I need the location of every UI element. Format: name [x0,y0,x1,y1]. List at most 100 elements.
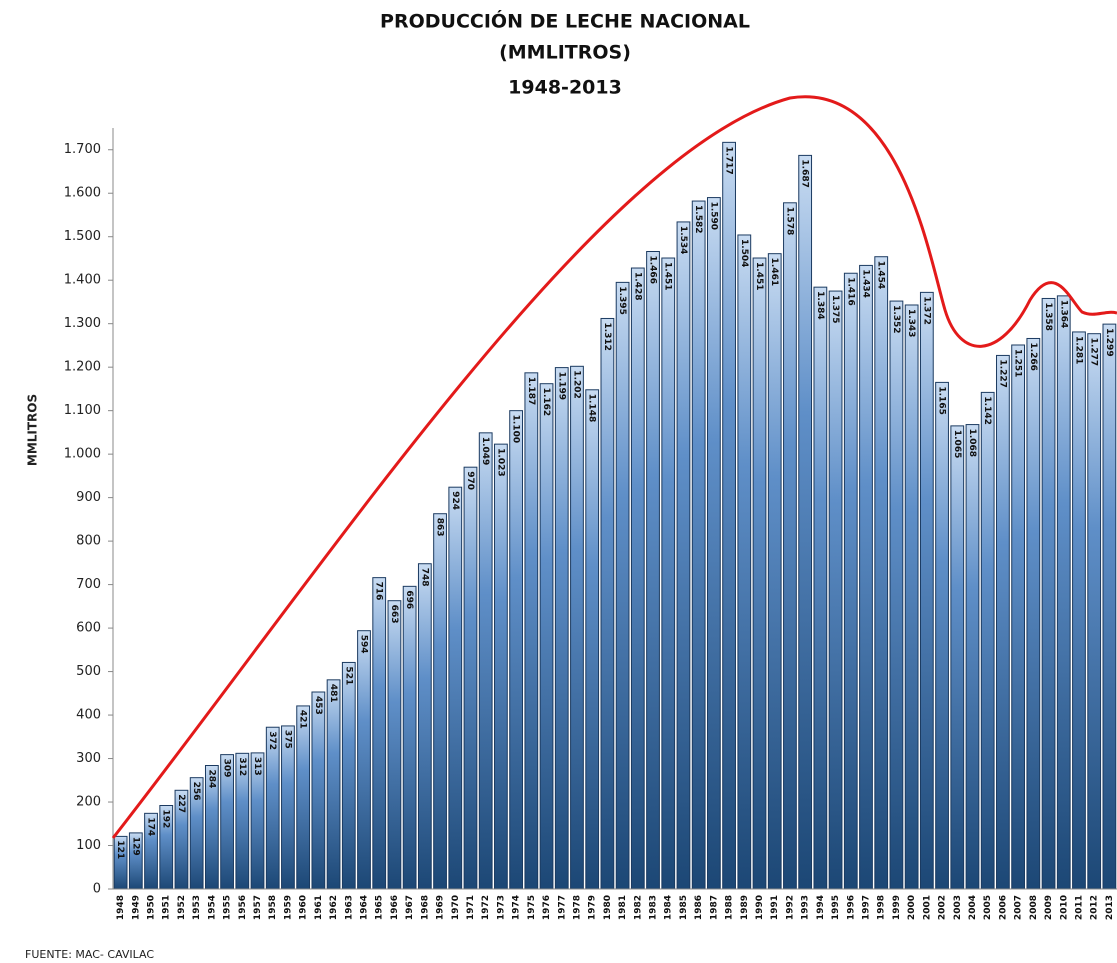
bar [585,389,600,890]
x-tick-label: 1976 [542,895,552,920]
value-label: 1.352 [891,305,901,333]
bar [1011,344,1026,890]
bar [646,250,660,890]
bar [783,202,797,890]
bar [570,365,584,890]
bar [661,257,676,890]
bar [904,304,919,890]
y-tick-label: 1.600 [64,186,101,201]
bar [357,630,371,890]
x-tick-label: 1970 [451,895,461,920]
bar [402,585,417,890]
bar [843,272,858,890]
value-label: 1.162 [541,388,551,416]
bar [372,577,387,890]
value-label: 1.100 [511,415,521,443]
x-tick-label: 2013 [1105,895,1115,920]
bar [433,513,447,890]
x-tick-label: 1988 [725,895,735,920]
bar [752,257,767,890]
value-label: 1.049 [480,437,490,465]
y-tick-label: 600 [76,621,101,636]
value-label: 696 [404,590,414,609]
value-label: 174 [146,817,156,836]
x-tick-label: 1985 [679,895,689,920]
x-tick-label: 2009 [1044,895,1054,920]
x-tick-label: 1983 [649,895,659,920]
x-tick-label: 1955 [223,895,233,920]
value-label: 663 [389,605,399,624]
value-label: 1.395 [617,286,627,314]
x-tick-label: 1998 [877,895,887,920]
x-tick-label: 1995 [831,895,841,920]
bar [767,253,782,890]
x-tick-label: 2007 [1014,895,1024,920]
y-tick-label: 1.700 [64,142,101,157]
x-tick-label: 1979 [588,895,598,920]
bar [311,691,326,890]
bar [813,286,828,890]
x-tick-label: 1982 [633,895,643,920]
x-tick-label: 1951 [162,895,172,920]
bar [798,154,813,890]
x-tick-label: 1972 [481,895,491,920]
value-label: 521 [343,666,353,685]
value-label: 1.165 [937,386,947,414]
x-tick-label: 1990 [755,895,765,920]
bar [980,391,995,890]
bar [387,600,402,890]
x-tick-label: 1965 [375,895,385,920]
y-tick-label: 500 [76,664,101,679]
value-label: 1.451 [663,262,673,290]
chart-subtitle: (MMLITROS) [499,42,631,64]
value-label: 1.578 [784,207,794,235]
bar [965,424,980,890]
value-label: 284 [206,770,216,789]
value-label: 1.687 [800,159,810,187]
x-tick-label: 1953 [192,895,202,920]
x-tick-label: 2012 [1090,895,1100,920]
value-label: 1.372 [921,296,931,324]
x-tick-label: 2010 [1059,895,1069,920]
x-tick-label: 1992 [785,895,795,920]
bar [554,367,569,890]
value-label: 863 [435,518,445,537]
x-tick-label: 1973 [496,895,506,920]
y-tick-label: 1.200 [64,360,101,375]
value-label: 1.466 [648,255,658,283]
value-label: 594 [359,635,369,654]
value-label: 313 [252,757,262,776]
x-tick-label: 1962 [329,895,339,920]
bar [281,725,295,890]
x-tick-label: 1986 [694,895,704,920]
value-label: 227 [176,794,186,813]
bar [1056,295,1071,890]
bar [509,410,524,890]
source: FUENTE: MAC- CAVILAC [25,948,154,961]
bar [889,300,904,890]
value-label: 970 [465,471,475,490]
value-label: 1.277 [1089,338,1099,366]
value-label: 1.299 [1104,328,1114,356]
y-tick-label: 1.000 [64,447,101,462]
x-tick-label: 1974 [512,895,522,920]
x-tick-label: 1949 [131,895,141,920]
y-tick-label: 1.500 [64,229,101,244]
x-tick-label: 1977 [557,895,567,920]
value-label: 256 [191,782,201,801]
x-tick-label: 1961 [314,895,324,920]
value-label: 1.281 [1073,336,1083,364]
x-tick-label: 2005 [983,895,993,920]
y-tick-label: 1.300 [64,316,101,331]
value-label: 1.148 [587,394,597,422]
value-label: 1.454 [876,261,886,289]
x-tick-label: 1966 [390,895,400,920]
value-label: 1.364 [1058,300,1068,328]
y-tick-label: 400 [76,708,101,723]
x-tick-label: 1994 [816,895,826,920]
y-tick-label: 0 [93,882,101,897]
bar [296,705,311,890]
x-tick-label: 1996 [846,895,856,920]
bar [1102,323,1117,890]
